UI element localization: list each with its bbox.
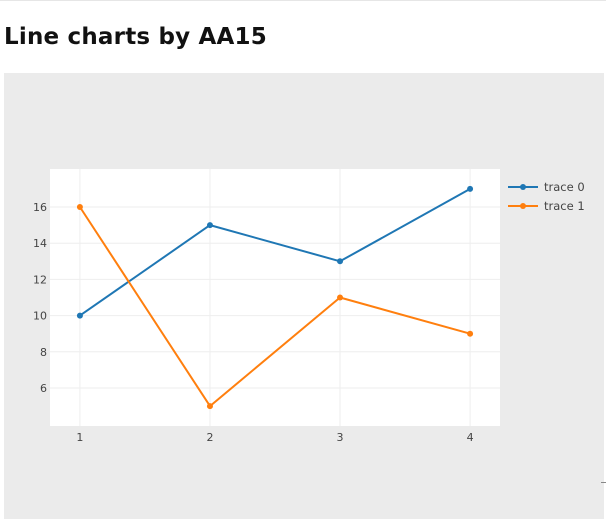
data-point[interactable] [206, 222, 213, 229]
series-line-trace-0[interactable] [79, 188, 471, 317]
data-point[interactable] [337, 258, 344, 265]
scroll-edge-marker [601, 482, 606, 483]
y-tick-label: 8 [40, 346, 47, 359]
series-line-trace-1[interactable] [79, 206, 471, 408]
x-tick-label: 4 [467, 431, 474, 444]
legend-swatch-marker [520, 184, 526, 190]
data-point[interactable] [467, 185, 474, 192]
page-title: Line charts by AA15 [4, 24, 267, 50]
data-point[interactable] [337, 294, 344, 301]
data-point[interactable] [467, 330, 474, 337]
data-point[interactable] [206, 403, 213, 410]
x-tick-label: 3 [337, 431, 344, 444]
data-point[interactable] [76, 312, 83, 319]
plot-area[interactable] [50, 169, 500, 426]
x-tick-label: 2 [206, 431, 213, 444]
legend-label: trace 1 [544, 199, 585, 213]
top-divider [0, 0, 606, 1]
plot-container[interactable]: 1 2 3 4 6 8 10 12 14 16 trace 0 trace 1 [4, 73, 604, 519]
y-tick-label: 14 [33, 237, 47, 250]
y-tick-label: 12 [33, 273, 47, 286]
y-tick-label: 6 [40, 382, 47, 395]
y-tick-label: 10 [33, 310, 47, 323]
data-point[interactable] [76, 204, 83, 211]
y-tick-label: 16 [33, 201, 47, 214]
legend-swatch-marker [520, 203, 526, 209]
legend-item[interactable]: trace 1 [508, 199, 585, 213]
legend-item[interactable]: trace 0 [508, 180, 585, 194]
legend-label: trace 0 [544, 180, 585, 194]
x-tick-label: 1 [76, 431, 83, 444]
